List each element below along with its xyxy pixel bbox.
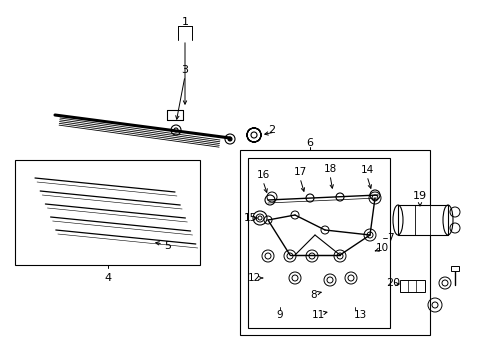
Bar (247, 158, 389, 328)
Text: 8: 8 (310, 290, 317, 300)
Text: 18: 18 (323, 164, 336, 174)
Text: 12: 12 (247, 273, 260, 283)
Text: 4: 4 (104, 273, 111, 283)
Circle shape (227, 137, 231, 141)
Text: 5: 5 (164, 241, 171, 251)
Text: 14: 14 (360, 165, 373, 175)
Text: 13: 13 (353, 310, 366, 320)
Text: 1: 1 (181, 17, 188, 27)
Text: 9: 9 (276, 310, 283, 320)
Bar (450, 266, 458, 271)
Text: 7: 7 (386, 233, 392, 243)
Bar (240, 150, 429, 335)
Text: 11: 11 (311, 310, 324, 320)
Bar (15, 160, 200, 265)
Text: 19: 19 (412, 191, 426, 201)
Bar (399, 280, 424, 292)
Text: 10: 10 (375, 243, 388, 253)
Text: 20: 20 (385, 278, 399, 288)
Text: 3: 3 (181, 65, 188, 75)
Text: 17: 17 (293, 167, 306, 177)
Text: 15: 15 (243, 213, 256, 223)
Bar (397, 205, 447, 235)
Text: 6: 6 (306, 138, 313, 148)
Text: 16: 16 (256, 170, 269, 180)
Text: 2: 2 (268, 125, 275, 135)
